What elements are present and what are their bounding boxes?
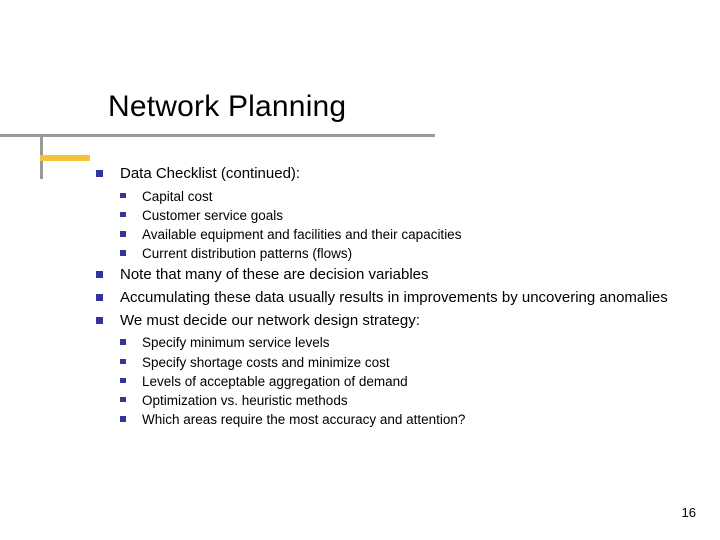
bullet-text: Capital cost	[142, 189, 213, 204]
bullet-text: Which areas require the most accuracy an…	[142, 412, 465, 427]
bullet-level2: Specify minimum service levels	[120, 333, 696, 352]
bullet-text: We must decide our network design strate…	[120, 312, 420, 329]
slide-title: Network Planning	[108, 90, 346, 124]
bullet-text: Data Checklist (continued):	[120, 165, 300, 182]
bullet-level2: Available equipment and facilities and t…	[120, 225, 696, 244]
bullet-level2: Capital cost	[120, 187, 696, 206]
bullet-level2: Current distribution patterns (flows)	[120, 244, 696, 263]
bullet-text: Optimization vs. heuristic methods	[142, 393, 348, 408]
bullet-text: Specify minimum service levels	[142, 335, 330, 350]
bullet-level1: We must decide our network design strate…	[96, 311, 696, 332]
title-underline-horizontal	[0, 134, 435, 137]
bullet-text: Customer service goals	[142, 208, 283, 223]
bullet-text: Available equipment and facilities and t…	[142, 227, 461, 242]
title-accent-bar	[40, 155, 90, 161]
bullet-level2-group: Specify minimum service levels Specify s…	[96, 333, 696, 429]
bullet-level1: Accumulating these data usually results …	[96, 288, 696, 309]
bullet-level2: Levels of acceptable aggregation of dema…	[120, 372, 696, 391]
bullet-text: Levels of acceptable aggregation of dema…	[142, 374, 408, 389]
bullet-level2: Optimization vs. heuristic methods	[120, 391, 696, 410]
bullet-level2: Which areas require the most accuracy an…	[120, 410, 696, 429]
bullet-text: Accumulating these data usually results …	[120, 289, 668, 306]
slide: Network Planning Data Checklist (continu…	[0, 0, 720, 540]
page-number: 16	[682, 505, 696, 520]
bullet-level2: Specify shortage costs and minimize cost	[120, 353, 696, 372]
bullet-text: Note that many of these are decision var…	[120, 266, 429, 283]
slide-body: Data Checklist (continued): Capital cost…	[96, 164, 696, 431]
bullet-level2: Customer service goals	[120, 206, 696, 225]
bullet-level1: Note that many of these are decision var…	[96, 265, 696, 286]
bullet-level2-group: Capital cost Customer service goals Avai…	[96, 187, 696, 264]
bullet-text: Specify shortage costs and minimize cost	[142, 355, 390, 370]
bullet-text: Current distribution patterns (flows)	[142, 246, 352, 261]
bullet-level1: Data Checklist (continued):	[96, 164, 696, 185]
